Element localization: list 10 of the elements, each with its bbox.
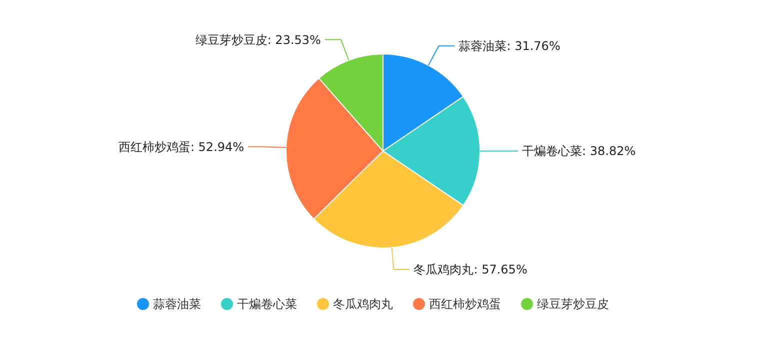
legend-label: 冬瓜鸡肉丸 [333, 297, 393, 312]
legend-label: 西红柿炒鸡蛋 [429, 297, 501, 312]
data-label: 绿豆芽炒豆皮: 23.53% [195, 32, 321, 47]
legend-label: 蒜蓉油菜 [153, 297, 201, 312]
data-label: 干煸卷心菜: 38.82% [522, 144, 636, 158]
legend-label: 干煸卷心菜 [237, 297, 297, 312]
legend-label: 绿豆芽炒豆皮 [537, 297, 609, 312]
data-label: 西红柿炒鸡蛋: 52.94% [118, 140, 244, 154]
data-label: 蒜蓉油菜: 31.76% [458, 39, 560, 54]
data-label: 冬瓜鸡肉丸: 57.65% [414, 262, 528, 277]
